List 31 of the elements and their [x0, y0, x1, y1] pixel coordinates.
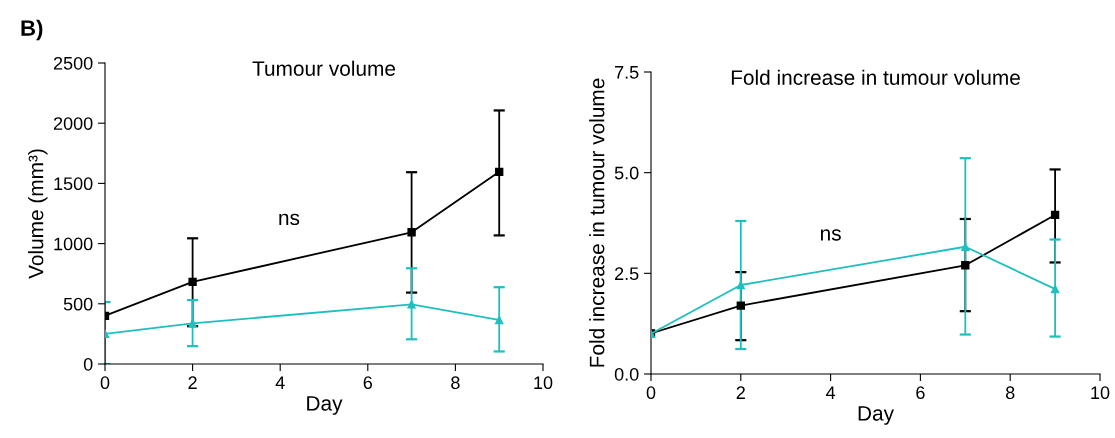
annotation: ns	[820, 229, 841, 241]
y-tick-label: 2000	[53, 117, 93, 130]
y-axis-title: Fold increase in tumour volume	[589, 78, 605, 367]
y-tick-label: 7.5	[615, 66, 639, 79]
x-tick-label: 4	[275, 376, 285, 389]
x-tick-label: 0	[646, 386, 656, 400]
x-tick-label: 2	[188, 376, 197, 389]
x-axis-title: Day	[307, 396, 343, 415]
y-tick-label: 0	[83, 357, 93, 371]
x-tick-label: 6	[916, 386, 925, 400]
x-tick-label: 8	[1005, 386, 1015, 400]
y-axis-title: Volume (mm³)	[28, 149, 48, 279]
y-tick-label: 2500	[53, 56, 93, 70]
y-tick-label: 1500	[54, 177, 93, 191]
y-tick-label: 0.0	[614, 367, 639, 381]
x-tick-label: 6	[363, 376, 373, 390]
x-tick-label: 10	[1091, 386, 1110, 400]
annotation: ns	[279, 213, 300, 226]
y-tick-label: 500	[63, 297, 93, 311]
x-tick-label: 10	[534, 376, 553, 390]
chart-title: Tumour volume	[252, 60, 396, 76]
y-tick-label: 2.5	[615, 267, 639, 281]
y-tick-label: 5.0	[614, 166, 639, 180]
x-tick-label: 8	[451, 376, 460, 390]
y-tick-label: 1000	[54, 237, 93, 251]
x-axis-title: Day	[858, 406, 894, 425]
x-tick-label: 4	[825, 386, 836, 399]
x-tick-label: 0	[100, 376, 110, 390]
x-tick-label: 2	[736, 386, 745, 399]
chart-title: Fold increase in tumour volume	[731, 69, 1020, 86]
text: B)	[21, 19, 43, 41]
